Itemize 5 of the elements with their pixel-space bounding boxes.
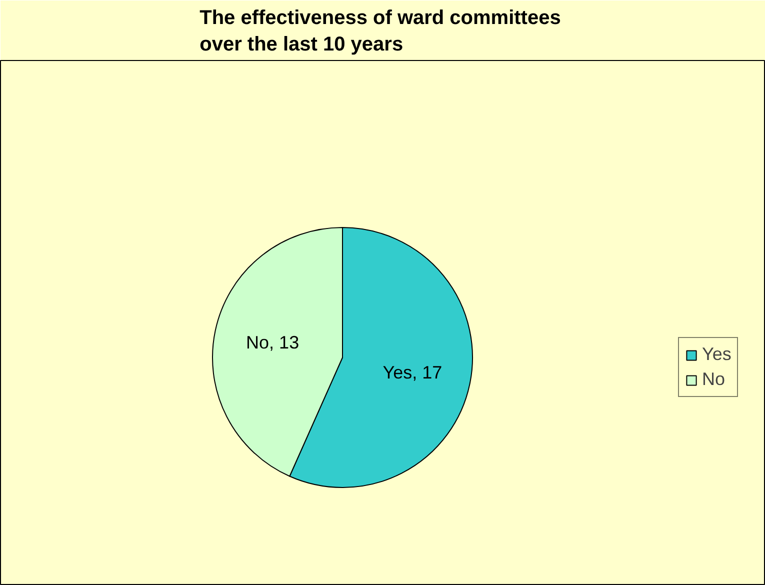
legend-label: Yes: [702, 344, 732, 365]
legend-label: No: [702, 369, 726, 390]
data-label: Yes, 17: [382, 362, 442, 382]
chart-title: The effectiveness of ward committees over the last 10 years: [200, 7, 561, 56]
data-label: No, 13: [246, 332, 300, 353]
